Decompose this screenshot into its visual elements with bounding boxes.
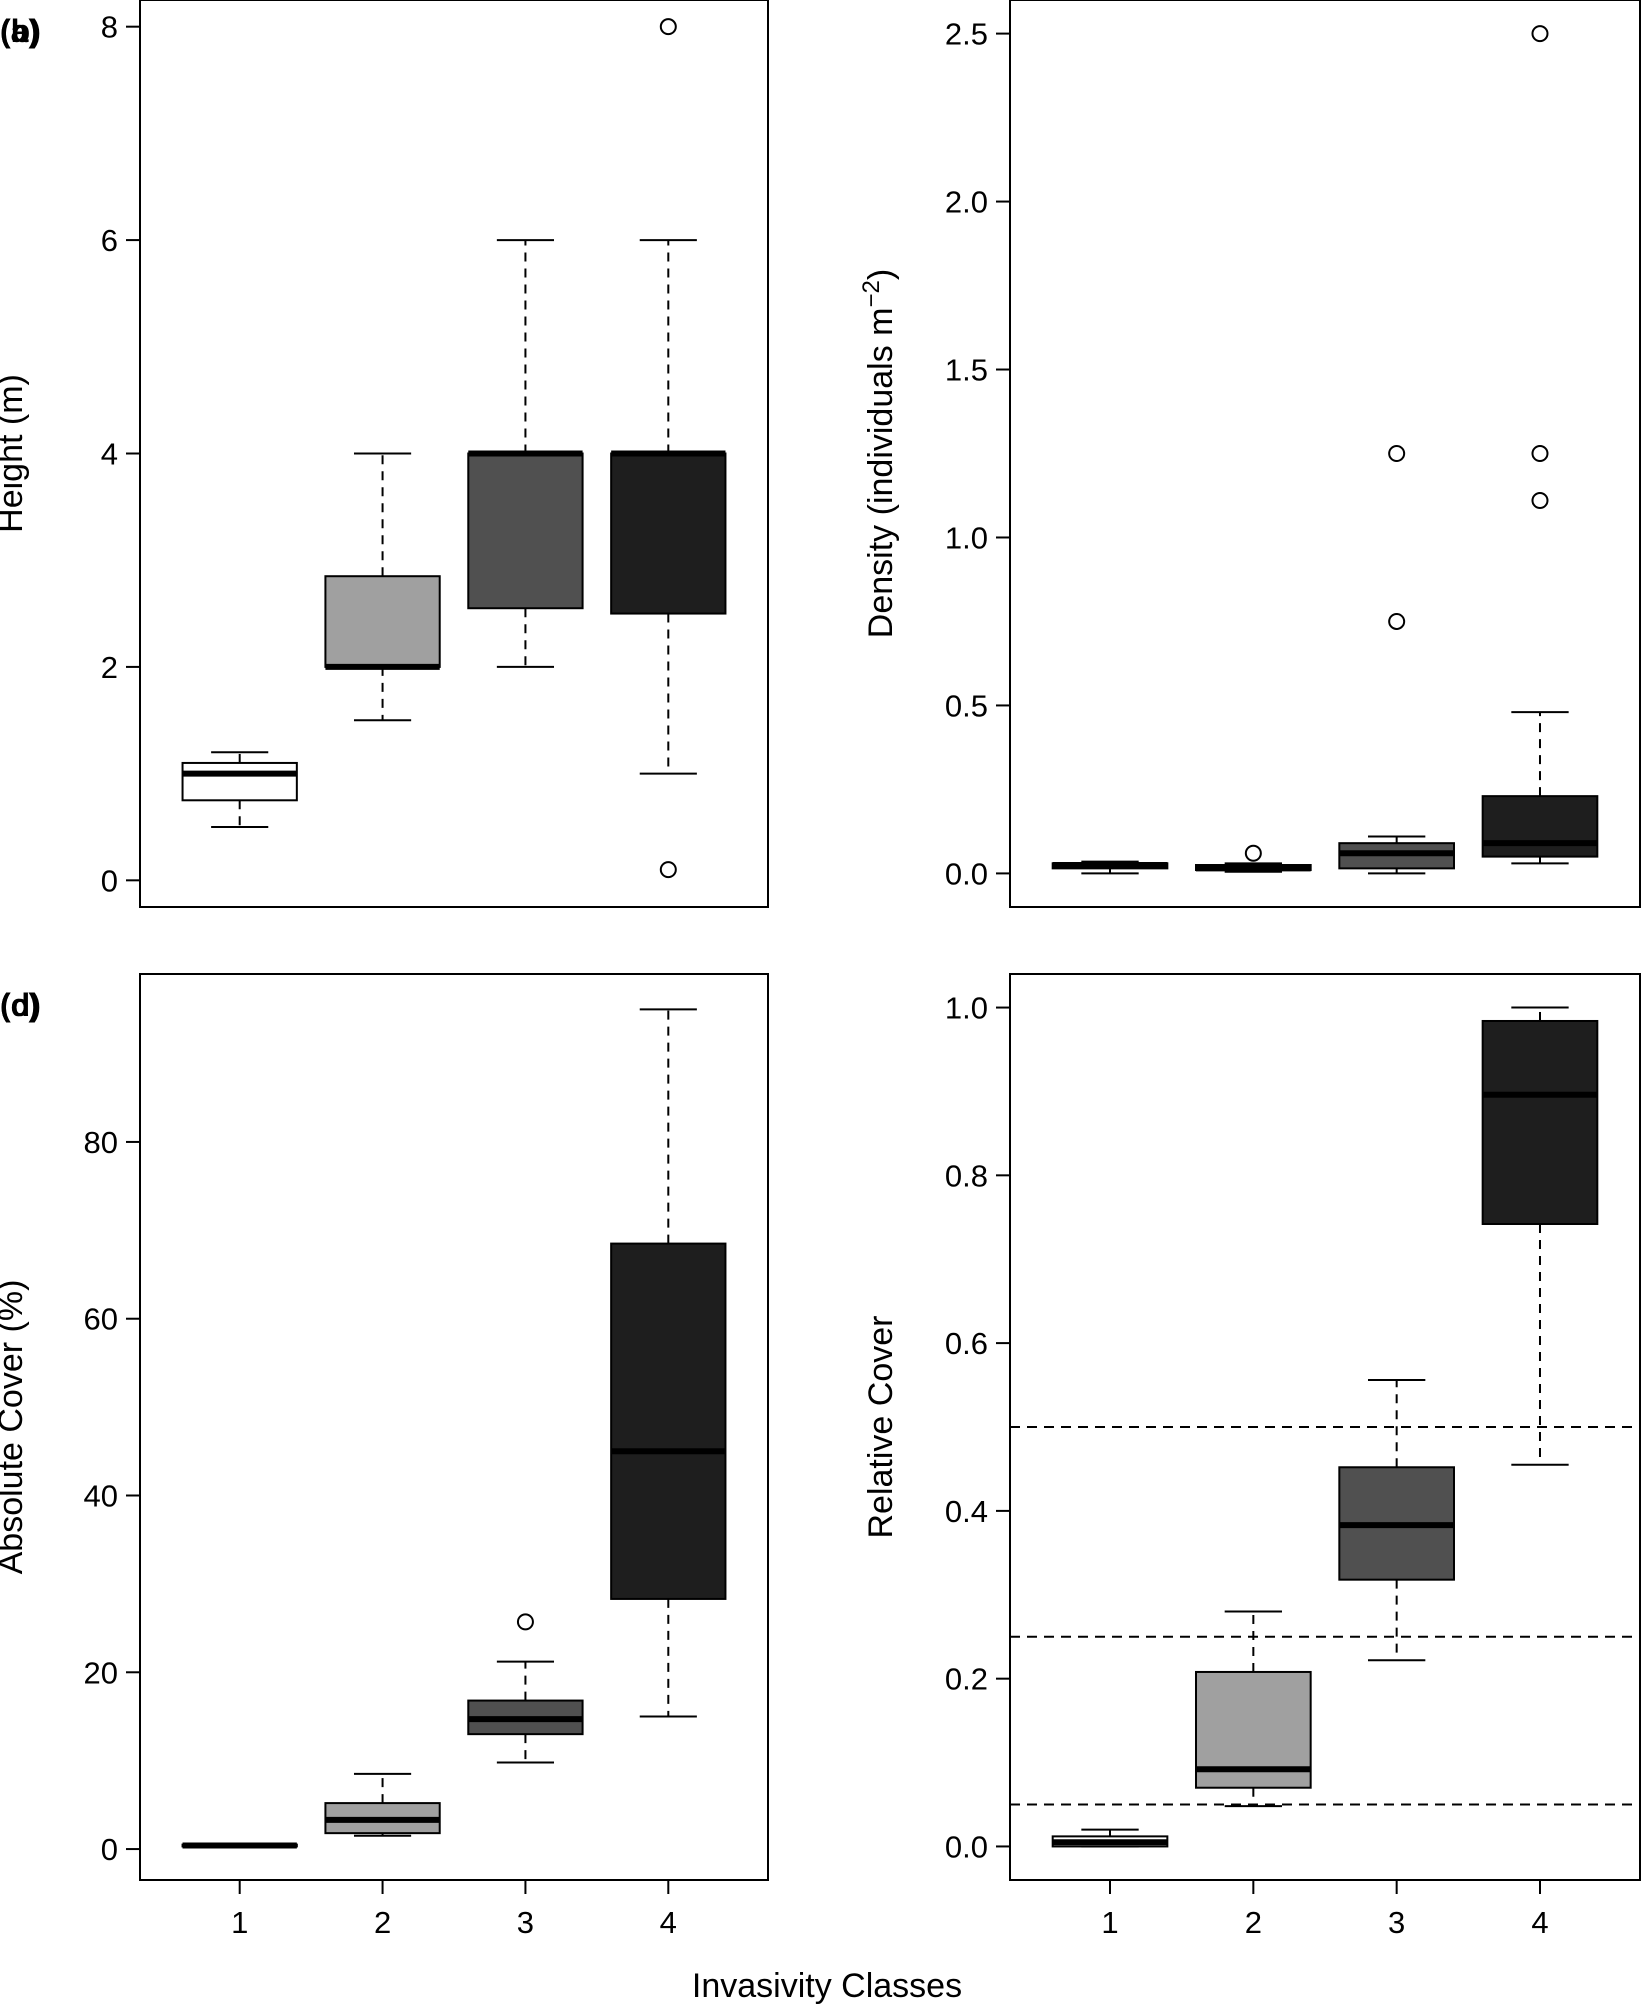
outlier-point [1531, 492, 1549, 510]
box-class-1 [1051, 860, 1169, 875]
box-class-4 [610, 18, 727, 879]
y-tick-label: 1.0 [945, 520, 988, 555]
box-class-3 [467, 239, 584, 668]
y-tick-label: 0.6 [945, 1326, 988, 1361]
box-class-1 [181, 1842, 298, 1849]
plot-frame [1009, 0, 1641, 908]
box-class-2 [1195, 844, 1312, 873]
y-axis-title: Absolute Cover (%) [0, 1280, 30, 1575]
x-tick-label: 2 [374, 1905, 391, 1940]
outlier-point [1531, 25, 1549, 43]
y-tick-label: 60 [84, 1302, 118, 1337]
x-tick-label: 1 [231, 1905, 248, 1940]
x-tick-label: 1 [1101, 1905, 1118, 1940]
box [610, 452, 727, 615]
outlier-point [1531, 445, 1549, 462]
y-axis-title: Density (individuals m−2) [858, 269, 901, 638]
panel-label: (b) [0, 13, 41, 49]
outlier-point [1388, 612, 1406, 630]
panel-d: (d) 0.0 0.2 0.4 0.6 0.8 1.0 Relative Cover 1 2 3 4 [0, 973, 1641, 1940]
y-tick-label: 2.0 [945, 185, 988, 220]
box-class-4 [1481, 1006, 1599, 1466]
y-tick-label: 20 [84, 1655, 118, 1690]
x-tick-label: 4 [660, 1905, 677, 1940]
y-tick-label: 1.5 [945, 353, 988, 388]
y-tick-label: 0.2 [945, 1662, 988, 1697]
box-class-1 [181, 751, 298, 828]
outlier-point [659, 861, 677, 879]
x-tick-label: 4 [1531, 1905, 1548, 1940]
panel-b: (b) 0.0 0.5 1.0 1.5 2.0 2.5 Density (individual… [0, 0, 1641, 908]
outlier-point [659, 18, 677, 36]
panel-c: (c) 0 20 40 60 80 Absolute Cover (%) 1 2 3 4 [0, 973, 769, 1940]
y-axis-title: Relative Cover [862, 1316, 900, 1539]
y-tick-label: 2 [101, 650, 118, 685]
y-tick-label: 8 [101, 10, 118, 45]
x-axis-title: Invasivity Classes [692, 1967, 962, 2005]
box [1481, 1019, 1599, 1225]
outlier-point [516, 1613, 534, 1631]
plot-frame [139, 973, 769, 1881]
box [467, 452, 584, 610]
box-class-3 [1338, 1379, 1455, 1662]
panel-label: (d) [0, 987, 41, 1023]
box-class-3 [1338, 445, 1455, 875]
y-tick-label: 0 [101, 1832, 118, 1867]
y-axis-title: Height (m) [0, 374, 30, 533]
box [610, 1242, 727, 1600]
y-tick-label: 1.0 [945, 991, 988, 1026]
y-axis-title-superscript: −2 [858, 280, 885, 307]
y-tick-label: 6 [101, 223, 118, 258]
y-tick-label: 0.0 [945, 1829, 988, 1864]
y-tick-label: 0.8 [945, 1158, 988, 1193]
box-class-1 [1051, 1828, 1169, 1848]
y-tick-label: 0.5 [945, 688, 988, 723]
x-tick-label: 3 [1388, 1905, 1405, 1940]
x-tick-label: 3 [517, 1905, 534, 1940]
box-class-4 [610, 1008, 727, 1718]
panel-label: (a) [0, 13, 39, 49]
box [324, 575, 441, 668]
box-class-2 [324, 452, 441, 722]
outlier-point [1244, 844, 1262, 862]
box-class-2 [324, 1772, 441, 1837]
box-class-3 [467, 1613, 584, 1764]
y-tick-label: 4 [101, 437, 118, 472]
panel-label: (c) [0, 987, 39, 1023]
outlier-point [1388, 445, 1406, 462]
box [1481, 795, 1599, 858]
box-class-2 [1195, 1610, 1312, 1808]
panel-a: (a) 0 2 4 6 8 Height (m) [0, 0, 769, 908]
x-tick-label: 2 [1245, 1905, 1262, 1940]
box [181, 761, 298, 802]
box-class-4 [1481, 25, 1599, 865]
y-tick-label: 80 [84, 1125, 118, 1160]
y-tick-label: 40 [84, 1479, 118, 1514]
y-tick-label: 2.5 [945, 17, 988, 52]
y-tick-label: 0.4 [945, 1494, 988, 1529]
y-tick-label: 0.0 [945, 856, 988, 891]
y-tick-label: 0 [101, 863, 118, 898]
